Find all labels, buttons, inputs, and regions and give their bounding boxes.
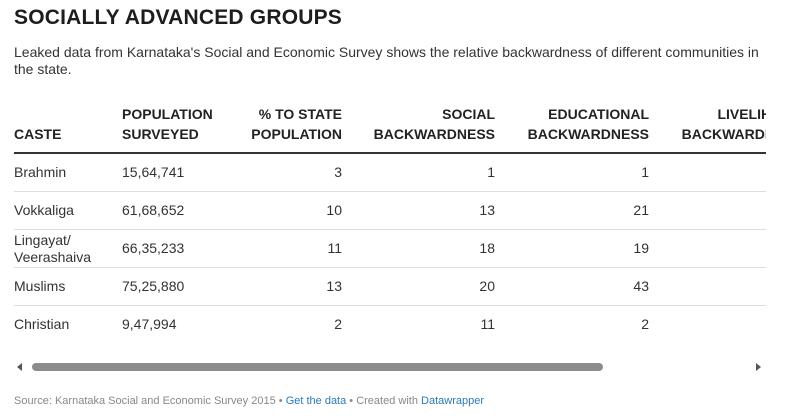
title: SOCIALLY ADVANCED GROUPS: [14, 6, 343, 29]
column-header: POPULATION SURVEYED: [122, 100, 230, 154]
caste-cell: Muslims: [14, 267, 122, 306]
table-row: Christian 9,47,994 2 11 2: [14, 306, 766, 344]
scrollbar-arrows: [17, 363, 761, 371]
caste-cell: Lingayat/ Veerashaiva: [14, 229, 122, 268]
value-cell: 18: [346, 229, 499, 268]
value-cell: 11: [230, 229, 346, 268]
column-header: SOCIAL BACKWARDNESS: [346, 100, 499, 154]
hidden-cell: [653, 306, 766, 344]
source: Source: Karnataka Social and Economic Su…: [14, 395, 276, 407]
column-header: % TO STATE POPULATION: [230, 100, 346, 154]
caste-cell: Brahmin: [14, 153, 122, 192]
scroll-right[interactable]: [756, 363, 761, 371]
column-header: CASTE: [14, 100, 122, 154]
column-header: LIVELIHOOD BACKWARDNESS: [653, 100, 766, 154]
value-cell: 13: [346, 191, 499, 230]
created-with: Created with: [356, 395, 418, 407]
value-cell: 9,47,994: [122, 316, 177, 332]
value-cell: 11: [480, 316, 495, 332]
hidden-cell: [653, 191, 766, 230]
value-cell: 15,64,741: [122, 153, 230, 192]
table-body: Brahmin 15,64,741 3 1 1 Vokkaliga 61,68,652 10 1…: [14, 153, 766, 343]
value-cell: 13: [230, 267, 346, 306]
value-cell: 19: [499, 229, 653, 268]
value-cell: 61,68,652: [122, 191, 230, 230]
value-cell: 3: [230, 153, 346, 192]
value-cell: 2: [641, 316, 649, 332]
value-cell: 43: [499, 267, 653, 306]
table-row: Muslims 75,25,880 13 20 43: [14, 267, 766, 306]
datawrapper-link[interactable]: Datawrapper: [421, 395, 485, 407]
get-data-link[interactable]: Get the data: [285, 395, 347, 407]
table-container: CASTE POPULATION SURVEYED% TO STATE POPUL…: [14, 100, 766, 356]
header-row: CASTE POPULATION SURVEYED% TO STATE POPUL…: [14, 100, 766, 154]
hidden-cell: [653, 229, 766, 268]
value-cell: 1: [499, 153, 653, 192]
table-row: Brahmin 15,64,741 3 1 1: [14, 153, 766, 192]
table: CASTE POPULATION SURVEYED% TO STATE POPUL…: [14, 100, 766, 343]
value-cell: 66,35,233: [122, 229, 230, 268]
caste-cell: Vokkaliga: [14, 191, 122, 230]
description: Leaked data from Karnataka's Social and …: [14, 44, 759, 77]
value-cell: 21: [499, 191, 653, 230]
column-header: EDUCATIONAL BACKWARDNESS: [499, 100, 653, 154]
caste-cell: Christian: [14, 316, 70, 332]
value-cell: 20: [346, 267, 499, 306]
value-cell: 1: [346, 153, 499, 192]
hidden-cell: [653, 267, 766, 306]
scrollbar[interactable]: [14, 360, 766, 374]
value-cell: 10: [230, 191, 346, 230]
hidden-cell: [653, 153, 766, 192]
scroll-thumb[interactable]: [32, 363, 603, 371]
value-cell: 2: [334, 316, 342, 332]
table-row: Lingayat/ Veerashaiva 66,35,233 11 18 19: [14, 229, 766, 268]
value-cell: 75,25,880: [122, 267, 230, 306]
table-row: Vokkaliga 61,68,652 10 13 21: [14, 191, 766, 230]
scroll-left[interactable]: [17, 363, 22, 371]
footer: Source: Karnataka Social and Economic Su…: [14, 395, 485, 407]
